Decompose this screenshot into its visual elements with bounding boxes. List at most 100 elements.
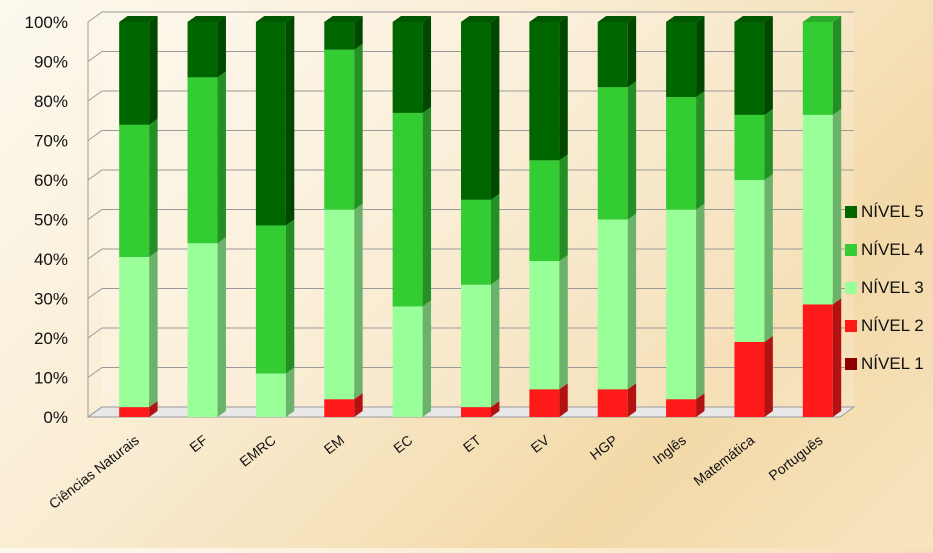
bar-front xyxy=(666,97,697,210)
bar-segment xyxy=(802,16,842,115)
bar-side xyxy=(764,16,773,115)
bar-segment xyxy=(597,213,637,390)
bar-front xyxy=(597,22,628,88)
bar-front xyxy=(597,219,628,390)
x-tick-label: HGP xyxy=(587,432,621,463)
bar-side xyxy=(696,16,705,98)
bar-side xyxy=(832,298,842,417)
bar-front xyxy=(529,22,560,161)
bar-segment xyxy=(666,203,705,400)
legend-label: NÍVEL 2 xyxy=(861,316,924,335)
bar-segment xyxy=(255,219,295,374)
bar-segment xyxy=(119,16,158,125)
y-tick-label: 10% xyxy=(34,369,68,388)
bar-top xyxy=(255,16,295,22)
x-tick-label: EV xyxy=(528,431,553,456)
y-tick-label: 30% xyxy=(34,290,68,309)
x-tick-label: EC xyxy=(390,432,415,457)
bar-front xyxy=(392,22,423,113)
bar-side xyxy=(559,383,568,417)
bar-front xyxy=(734,114,765,180)
bar-side xyxy=(696,393,705,417)
bar-front xyxy=(324,22,355,50)
bar-top xyxy=(392,16,432,22)
bar-side xyxy=(559,154,568,261)
bar-side xyxy=(559,16,568,161)
bar-side xyxy=(422,16,432,113)
bar-front xyxy=(119,257,150,408)
bar-segment xyxy=(392,16,432,113)
bar-front xyxy=(187,243,218,417)
bar-segment xyxy=(802,108,842,305)
bar-side xyxy=(491,401,500,417)
bar-side xyxy=(354,393,363,417)
y-tick-label: 80% xyxy=(34,92,68,111)
bar-front xyxy=(529,160,560,261)
bar-top xyxy=(461,16,500,22)
bar-side xyxy=(832,16,842,115)
x-tick-label: EMRC xyxy=(236,432,278,470)
x-tick-label: EM xyxy=(321,432,347,458)
legend-label: NÍVEL 4 xyxy=(861,240,924,259)
bar-segment xyxy=(597,383,637,417)
legend-label: NÍVEL 3 xyxy=(861,278,924,297)
bar-top xyxy=(187,16,226,22)
bar-side xyxy=(627,383,637,417)
bar-side xyxy=(217,16,226,78)
bar-segment xyxy=(255,367,295,417)
bar-front xyxy=(597,389,628,417)
gridline xyxy=(87,11,854,23)
bar-top xyxy=(802,16,842,22)
bar-segment xyxy=(529,154,568,261)
x-tick-label: EF xyxy=(186,432,210,456)
bar-front xyxy=(119,22,150,125)
bar-front xyxy=(392,306,423,417)
bar-front xyxy=(461,407,491,417)
bar-front xyxy=(255,373,286,417)
bar-segment xyxy=(119,251,158,408)
bar-side xyxy=(285,16,295,226)
bar-side xyxy=(285,367,295,417)
bar-front xyxy=(392,112,423,307)
bar-segment xyxy=(324,43,363,210)
bar-side xyxy=(559,254,568,390)
legend-label: NÍVEL 5 xyxy=(861,202,924,221)
y-tick-label: 50% xyxy=(34,211,68,230)
bar-segment xyxy=(187,16,226,78)
bar-side xyxy=(764,335,773,417)
bar-top xyxy=(597,16,637,22)
bar-front xyxy=(802,22,833,115)
bar-front xyxy=(802,114,833,305)
bar-front xyxy=(666,22,697,98)
bar-front xyxy=(255,22,286,226)
bar-side xyxy=(149,401,158,417)
bar-segment xyxy=(529,16,568,161)
bar-side xyxy=(149,118,158,258)
bar-segment xyxy=(255,16,295,226)
bar-side xyxy=(217,71,226,244)
bar-side xyxy=(285,219,295,374)
bar-front xyxy=(666,209,697,400)
bar-side xyxy=(491,16,500,200)
bar-segment xyxy=(597,16,637,88)
x-tick-label: ET xyxy=(460,431,484,455)
bar-side xyxy=(149,251,158,408)
bar-front xyxy=(324,209,355,400)
bar-segment xyxy=(734,335,773,417)
legend-swatch xyxy=(845,244,857,256)
bar-front xyxy=(529,389,560,417)
bar-segment xyxy=(324,203,363,400)
bar-segment xyxy=(734,108,773,180)
bar-top xyxy=(529,16,568,22)
legend-swatch xyxy=(845,320,857,332)
legend-swatch xyxy=(845,358,857,370)
bar-side xyxy=(422,300,432,417)
bar-side xyxy=(354,43,363,210)
bar-side xyxy=(627,81,637,220)
legend-swatch xyxy=(845,282,857,294)
bar-side xyxy=(696,203,705,400)
bar-front xyxy=(461,22,491,200)
bar-front xyxy=(597,87,628,220)
